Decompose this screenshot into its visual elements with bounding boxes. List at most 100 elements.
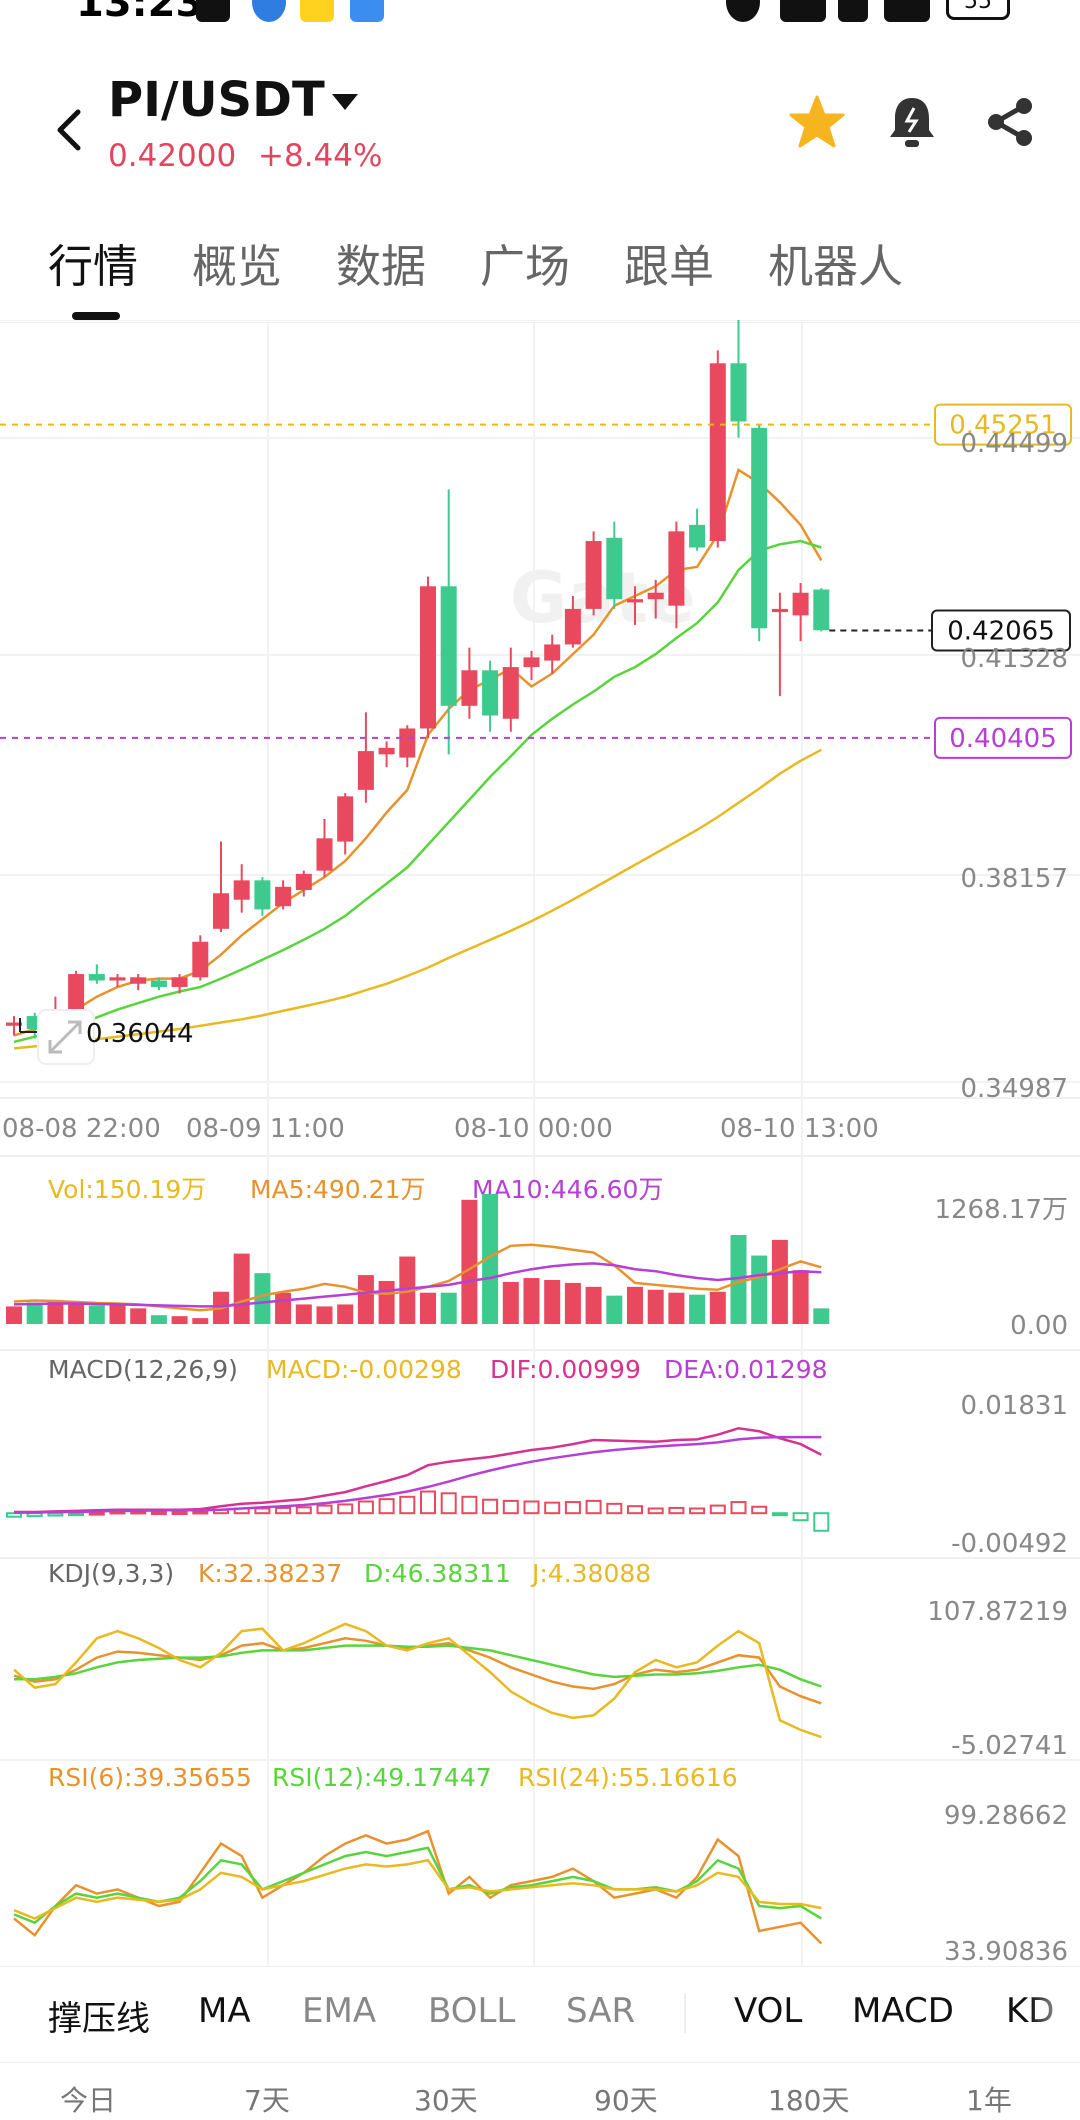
candle-up (564, 608, 581, 645)
indicator-sar[interactable]: SAR (566, 1991, 636, 2031)
tab-overview[interactable]: 概览 (192, 240, 283, 293)
rsi-top-label: 99.28662 (944, 1801, 1068, 1831)
macd-bar-negative (47, 1512, 64, 1517)
indicator-vol[interactable]: VOL (734, 1991, 803, 2031)
candle-up (130, 977, 147, 984)
range-90d[interactable]: 90天 (594, 2084, 658, 2117)
range-30d[interactable]: 30天 (414, 2084, 478, 2117)
rsi24-line (13, 1858, 822, 1920)
candle-up (420, 586, 436, 729)
volume-bar (357, 1275, 374, 1324)
volume-bar (461, 1199, 478, 1324)
vol-bottom-label: 0.00 (1010, 1311, 1068, 1341)
volume-bar (233, 1253, 250, 1324)
macd-bar-positive (585, 1499, 602, 1515)
bell-icon[interactable] (886, 94, 938, 150)
main-tabs: 行情 概览 数据 广场 跟单 机器人 (0, 230, 1080, 320)
y-tick-label: 0.34987 (960, 1074, 1068, 1104)
indicator-macd[interactable]: MACD (852, 1991, 954, 2031)
tab-market[interactable]: 行情 (48, 240, 139, 293)
range-180d[interactable]: 180天 (768, 2084, 850, 2117)
range-today[interactable]: 今日 (60, 2084, 117, 2117)
volume-bar (275, 1292, 292, 1324)
kdj-title: KDJ(9,3,3) (48, 1559, 174, 1588)
star-icon[interactable] (788, 94, 846, 152)
indicator-ema[interactable]: EMA (302, 1991, 377, 2031)
range-1y[interactable]: 1年 (966, 2084, 1012, 2117)
kdj-d-legend: D:46.38311 (364, 1559, 511, 1588)
candle-down (254, 880, 271, 910)
kdj-j-legend: J:4.38088 (530, 1559, 651, 1588)
macd-bar-positive (751, 1505, 768, 1515)
indicator-boll[interactable]: BOLL (428, 1991, 516, 2031)
range-7d[interactable]: 7天 (244, 2084, 290, 2117)
dea-line (14, 1435, 822, 1514)
rsi-bottom-label: 33.90836 (944, 1937, 1068, 1966)
candle-up (6, 1022, 22, 1026)
candle-down (440, 586, 457, 706)
price-tag-current-text: 0.42065 (947, 617, 1055, 647)
macd-bar-positive (482, 1498, 499, 1515)
x-tick-label: 08-10 00:00 (454, 1114, 613, 1144)
price-tag-bottom[interactable]: 0.40405 (934, 716, 1072, 759)
price-tag-top[interactable]: 0.45251 (934, 403, 1072, 446)
macd-bar-positive (440, 1492, 457, 1515)
volume-bar (68, 1301, 85, 1324)
tab-copy-trade[interactable]: 跟单 (624, 240, 715, 293)
candle-up (461, 670, 478, 706)
pair-title[interactable]: PI/USDT (108, 72, 325, 128)
tab-square[interactable]: 广场 (480, 240, 571, 293)
kdj-top-label: 107.87219 (927, 1597, 1068, 1627)
expand-icon[interactable] (48, 1020, 82, 1054)
volume-bar (337, 1304, 354, 1324)
volume-bar (627, 1286, 643, 1324)
macd-legend: MACD:-0.00298 (266, 1355, 462, 1384)
candle-down (689, 524, 706, 548)
volume-bar (668, 1292, 685, 1324)
battery-level: 55 (964, 0, 992, 14)
candle-up (316, 838, 333, 871)
macd-bar-positive (420, 1490, 436, 1515)
macd-bar-positive (337, 1503, 354, 1515)
volume-bar (316, 1306, 333, 1324)
volume-bar (192, 1318, 209, 1324)
price-tag-top-box (934, 403, 1072, 446)
moving-average-lines (13, 467, 823, 1050)
price-tag-current: 0.42065 (931, 609, 1071, 652)
range-bar: 今日 7天 30天 90天 180天 1年 (0, 2062, 1080, 2120)
rsi-lines (13, 1829, 823, 1945)
watermark: Gate (510, 557, 696, 639)
candle-up (771, 608, 788, 613)
divider (0, 322, 1080, 323)
kdj-lines (13, 1622, 822, 1739)
macd-bar-positive (357, 1500, 374, 1515)
vol-ma10-legend: MA10:446.60万 (472, 1175, 663, 1204)
candle-up (378, 747, 395, 755)
indicator-support-resistance[interactable]: 撑压线 (48, 1999, 150, 2039)
macd-bottom-label: -0.00492 (951, 1529, 1068, 1559)
volume-bar (564, 1282, 581, 1324)
candle-up (627, 599, 643, 603)
tab-data[interactable]: 数据 (336, 240, 427, 293)
share-icon[interactable] (984, 96, 1036, 148)
volume-bar (47, 1300, 64, 1324)
macd-bar-positive (647, 1507, 664, 1515)
app-icon (300, 0, 334, 22)
mail-icon (196, 0, 230, 22)
volume-bar (150, 1315, 167, 1324)
macd-bar-positive (627, 1505, 643, 1515)
volume-bar (771, 1239, 788, 1324)
back-icon[interactable] (50, 100, 90, 160)
tab-bots[interactable]: 机器人 (768, 240, 904, 293)
volume-bar (26, 1302, 43, 1324)
caret-down-icon[interactable] (330, 90, 360, 114)
change-percent: +8.44% (258, 138, 383, 174)
indicator-ma[interactable]: MA (198, 1991, 251, 2031)
kline-chart[interactable]: Gate 0.45251 0.42065 0.40405 0.44499 0.4… (0, 320, 1080, 1966)
macd-bar-positive (523, 1500, 540, 1515)
candle-up (544, 644, 561, 661)
candle-up (337, 796, 354, 842)
alarm-icon (726, 0, 760, 22)
volume-bar (440, 1292, 457, 1324)
dea-legend: DEA:0.01298 (664, 1355, 828, 1384)
